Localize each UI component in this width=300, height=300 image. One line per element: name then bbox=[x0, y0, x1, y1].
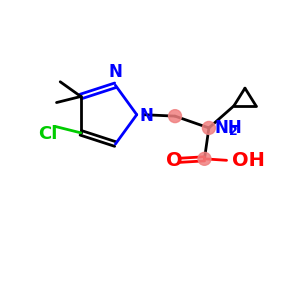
Text: OH: OH bbox=[232, 151, 265, 170]
Text: N: N bbox=[108, 63, 122, 81]
Circle shape bbox=[198, 152, 211, 165]
Text: Cl: Cl bbox=[38, 125, 57, 143]
Text: O: O bbox=[166, 151, 182, 170]
Text: 2: 2 bbox=[229, 125, 238, 138]
Circle shape bbox=[202, 122, 215, 134]
Text: N: N bbox=[140, 107, 154, 125]
Text: NH: NH bbox=[215, 119, 242, 137]
Circle shape bbox=[169, 110, 182, 123]
